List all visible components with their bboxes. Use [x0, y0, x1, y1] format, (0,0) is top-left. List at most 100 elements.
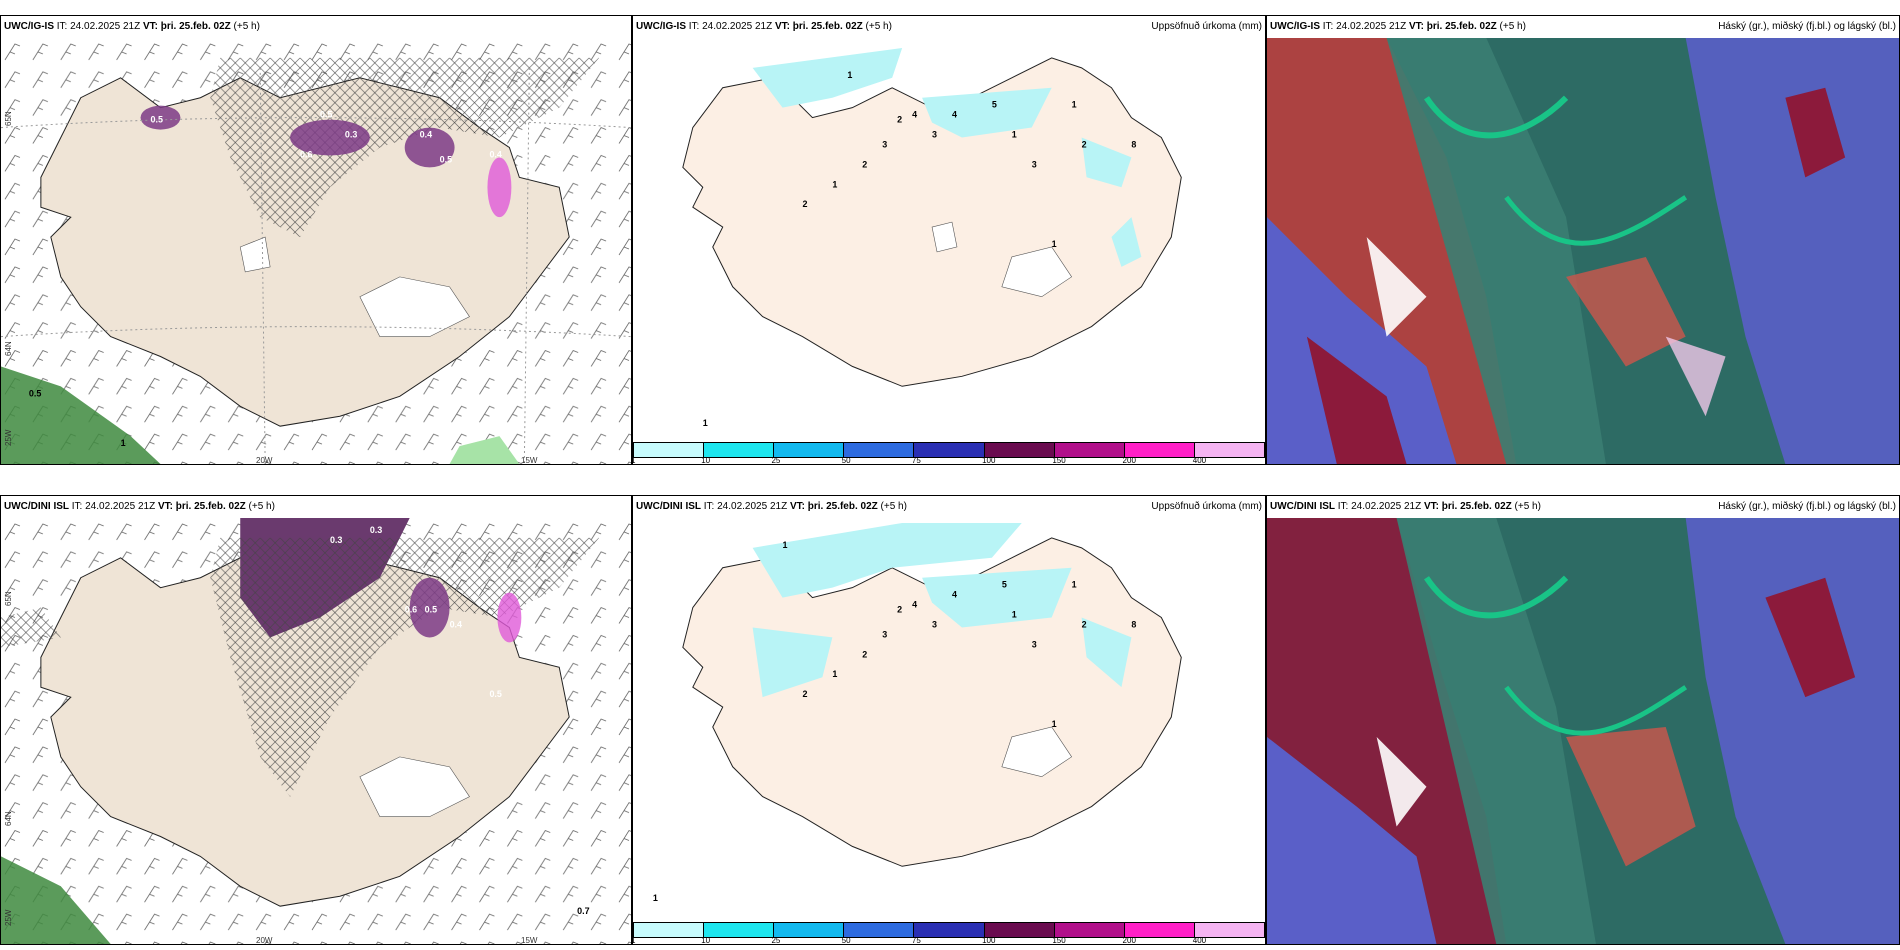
colorbar-swatch [844, 923, 915, 937]
panel-header: UWC/DINI ISL IT: 24.02.2025 21Z VT: þri.… [633, 496, 1265, 518]
iceland-land [682, 537, 1182, 867]
value-label: 1 [1012, 610, 1017, 620]
lead-time: (+5 h) [1511, 501, 1541, 512]
colorbar-swatch [1194, 923, 1264, 937]
colorbar-tick-label: 100 [982, 936, 996, 945]
value-label: 2 [802, 689, 807, 699]
axis-label-lon: 15W [521, 456, 538, 465]
model-name: UWC/DINI ISL [636, 501, 701, 512]
map-area[interactable]: 1 2 3 4 5 8 1 2 3 4 1 2 3 1 2 1 1 [633, 38, 1265, 442]
cloud-map-svg [1267, 38, 1899, 464]
panel-ig-is-precip: UWC/IG-IS IT: 24.02.2025 21Z VT: þri. 25… [632, 15, 1266, 465]
panel-header: UWC/IG-IS IT: 24.02.2025 21Z VT: þri. 25… [1267, 16, 1899, 38]
value-label: 1 [121, 438, 126, 448]
value-label: 5 [992, 100, 997, 110]
colorbar-tick-label: 400 [1192, 456, 1207, 465]
value-label: 2 [1082, 139, 1087, 149]
valid-time: VT: þri. 25.feb. 02Z [157, 501, 246, 512]
value-label: 0.4 [420, 130, 432, 140]
axis-label-lat: 65N [4, 111, 13, 126]
map-area[interactable]: 0.3 0.3 0.5 0.4 0.6 0.5 0.7 [1, 518, 631, 944]
lead-time: (+5 h) [245, 501, 275, 512]
value-label: 3 [932, 619, 937, 629]
value-label: 0.7 [577, 906, 589, 916]
value-label: 0.5 [489, 689, 501, 699]
colorbar-swatch [704, 443, 775, 457]
colorbar-tick-label: 1 [633, 457, 635, 465]
init-time: IT: 24.02.2025 21Z [54, 21, 143, 32]
panel-field-label: Uppsöfnuð úrkoma (mm) [1151, 501, 1262, 512]
lead-time: (+5 h) [1496, 21, 1526, 32]
colorbar-swatches [633, 442, 1265, 458]
colorbar-swatch [1124, 443, 1195, 457]
value-label: 0.3 [345, 130, 357, 140]
colorbar-tick-label: 150 [1052, 936, 1066, 945]
lead-time: (+5 h) [230, 21, 260, 32]
value-label: 2 [802, 199, 807, 209]
colorbar-swatches [633, 922, 1265, 938]
axis-label-lon: 20W [256, 456, 273, 465]
panel-header: UWC/DINI ISL IT: 24.02.2025 21Z VT: þri.… [1, 496, 631, 518]
value-label: 1 [847, 70, 852, 80]
init-time: IT: 24.02.2025 21Z [701, 501, 790, 512]
value-label: 3 [882, 629, 887, 639]
value-label: 1 [1072, 580, 1077, 590]
cloud-map-area[interactable] [1267, 38, 1899, 464]
init-time: IT: 24.02.2025 21Z [69, 501, 158, 512]
value-label: 3 [932, 130, 937, 140]
value-label: 2 [1082, 619, 1087, 629]
colorbar-swatch [774, 923, 845, 937]
colorbar-swatch [634, 443, 705, 457]
valid-time: VT: þri. 25.feb. 02Z [774, 21, 863, 32]
map-area[interactable]: 1 2 3 4 5 8 1 2 3 4 1 2 3 1 2 1 1 [633, 518, 1265, 922]
value-label: 0.5 [425, 605, 437, 615]
model-name: UWC/DINI ISL [1270, 501, 1335, 512]
value-label: 4 [952, 590, 957, 600]
panel-field-label: Uppsöfnuð úrkoma (mm) [1151, 21, 1262, 32]
lead-time: (+5 h) [862, 21, 892, 32]
model-name: UWC/DINI ISL [4, 501, 69, 512]
value-label: 3 [1032, 159, 1037, 169]
value-label: 8 [1131, 619, 1136, 629]
panel-header: UWC/DINI ISL IT: 24.02.2025 21Z VT: þri.… [1267, 496, 1899, 518]
colorbar-tick-label: 1 [633, 937, 635, 945]
value-label: 1 [653, 893, 658, 903]
value-label: 0.5 [440, 154, 452, 164]
value-label: 1 [783, 540, 788, 550]
value-label: 2 [897, 605, 902, 615]
colorbar-ticks: 1 10 25 50 75 100 150 200 400 [633, 457, 1265, 465]
value-label: 4 [912, 600, 917, 610]
colorbar-tick-label: 75 [911, 936, 921, 945]
colorbar-swatch [1054, 923, 1125, 937]
value-label: 0.5 [320, 110, 332, 120]
axis-label-lat: 64N [4, 341, 13, 356]
iceland-map-svg: 1 2 3 4 5 8 1 2 3 4 1 2 3 1 2 1 1 [682, 47, 1182, 428]
panel-field-label: Háský (gr.), miðský (fj.bl.) og lágský (… [1718, 501, 1896, 512]
value-label: 2 [862, 159, 867, 169]
value-label: 2 [862, 649, 867, 659]
value-label: 0.3 [330, 535, 342, 545]
value-label: 1 [1052, 239, 1057, 249]
value-label: 0.3 [370, 525, 382, 535]
cloud-map-area[interactable] [1267, 518, 1899, 944]
value-label: 0.5 [151, 115, 163, 125]
valid-time: VT: þri. 25.feb. 02Z [789, 501, 878, 512]
value-label: 1 [1012, 130, 1017, 140]
valid-time: VT: þri. 25.feb. 02Z [142, 21, 231, 32]
colorbar-swatch [984, 923, 1055, 937]
axis-label-lon: 25W [4, 909, 13, 926]
model-name: UWC/IG-IS [636, 21, 686, 32]
colorbar-tick-label: 25 [771, 936, 781, 945]
map-area[interactable]: 0.5 1 0.5 0.3 0.4 0.5 0.6 0.4 0.5 [1, 38, 631, 464]
panel-header: UWC/IG-IS IT: 24.02.2025 21Z VT: þri. 25… [633, 16, 1265, 38]
colorbar-swatch [914, 443, 985, 457]
colorbar-tick-label: 50 [841, 456, 851, 465]
axis-label-lon: 15W [521, 936, 538, 945]
init-time: IT: 24.02.2025 21Z [1335, 501, 1424, 512]
axis-label-lat: 65N [4, 591, 13, 606]
panel-ig-is-clouds: UWC/IG-IS IT: 24.02.2025 21Z VT: þri. 25… [1266, 15, 1900, 465]
colorbar-tick-label: 150 [1052, 456, 1066, 465]
colorbar-swatch [844, 443, 915, 457]
cloud-map-svg [1267, 518, 1899, 944]
value-label: 0.4 [489, 149, 501, 159]
